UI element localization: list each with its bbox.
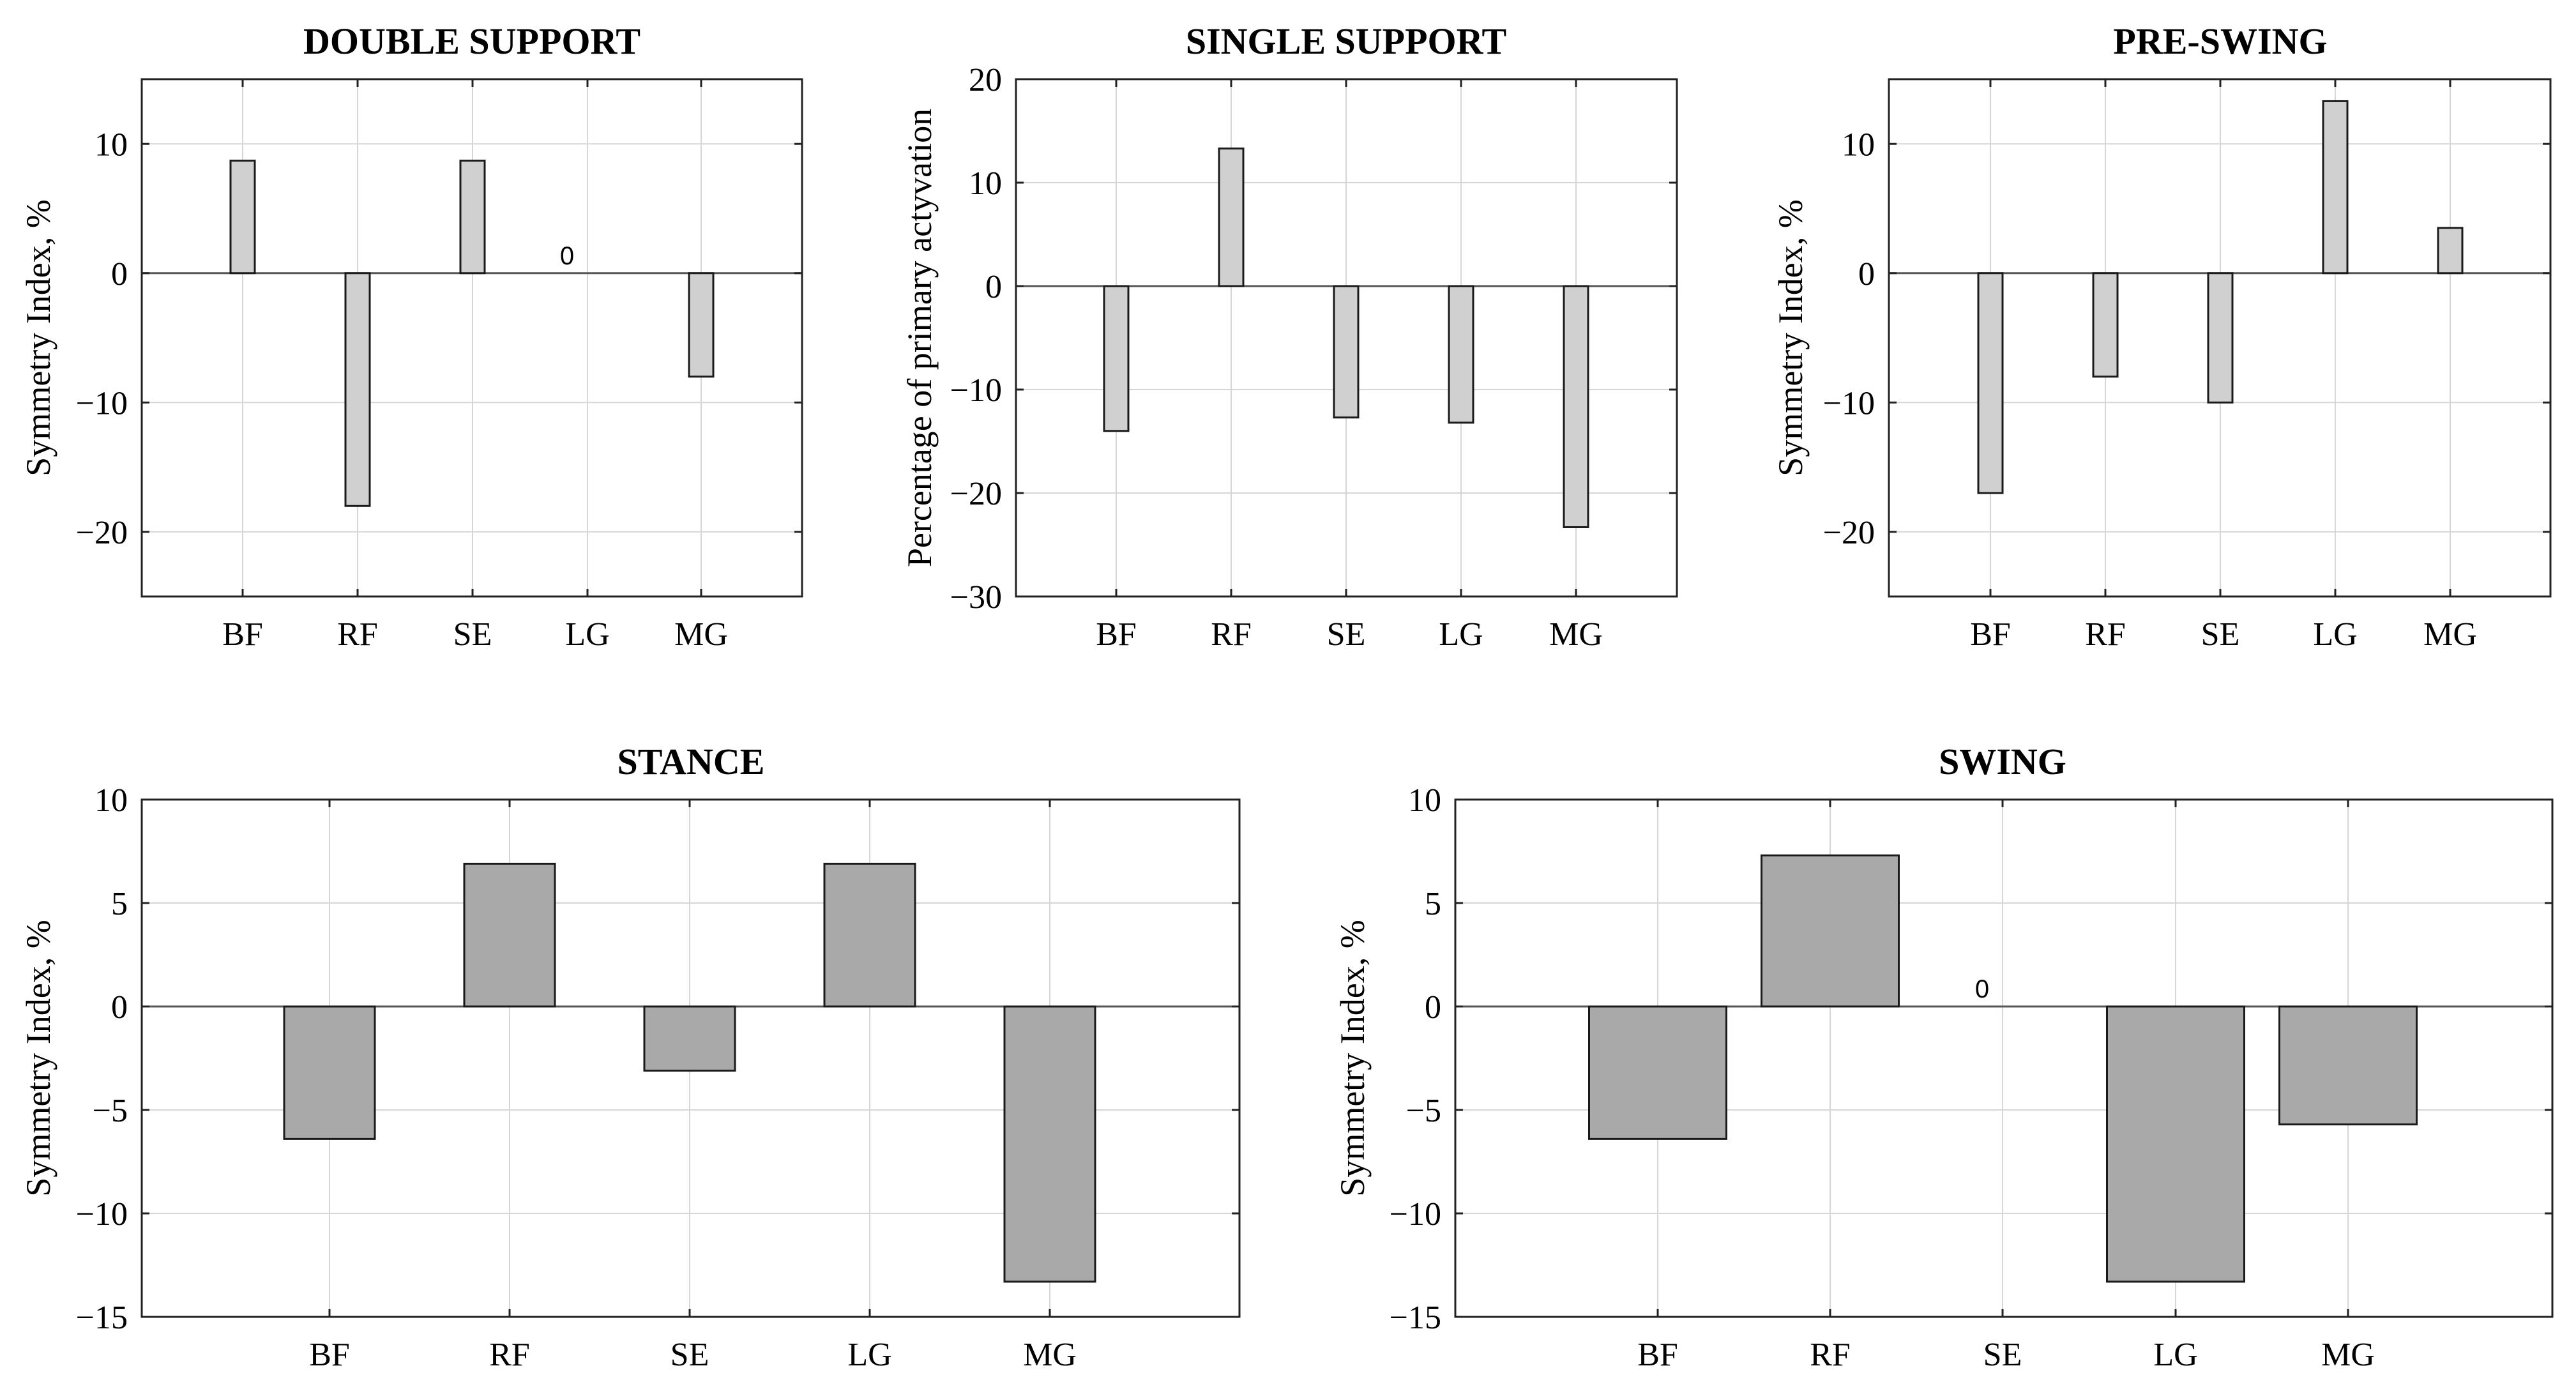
y-tick-label: −15 [1390, 1300, 1441, 1336]
y-tick-label: 10 [95, 126, 128, 163]
x-tick-label-mg: MG [2423, 616, 2477, 653]
bar-rf [1218, 148, 1245, 287]
x-tick-label-rf: RF [1810, 1337, 1851, 1373]
chart-swing: 10 5 0 −5 −10 −15 BF RF SE LG MG 0 SWING Symmetry Ind… [1333, 741, 2554, 1373]
data-label: 0 [1975, 975, 1989, 1003]
x-tick-label-se: SE [1327, 616, 1366, 653]
y-tick-label: 5 [111, 886, 128, 922]
y-axis-label: Symmetry Index, % [19, 920, 57, 1196]
bar-mg [2278, 1005, 2418, 1126]
bar-bf [1103, 285, 1130, 432]
y-tick-label: 5 [1425, 886, 1441, 922]
bar-se [643, 1005, 736, 1072]
bar-lg [1448, 285, 1474, 424]
y-tick-label: 10 [95, 782, 128, 819]
x-tick-label-bf: BF [1970, 616, 2011, 653]
y-tick-label: −5 [1406, 1093, 1441, 1129]
y-axis-label: Symmetry Index, % [1333, 920, 1372, 1196]
bar-mg [1563, 285, 1589, 528]
y-tick-label: −20 [950, 476, 1002, 512]
bar-rf [463, 862, 556, 1008]
y-tick-label: 0 [985, 269, 1002, 305]
bar-bf [283, 1005, 376, 1140]
data-label: 0 [560, 242, 574, 270]
y-tick-label: 10 [969, 165, 1002, 202]
bar-rf [1761, 854, 1900, 1008]
chart-title: STANCE [617, 741, 765, 782]
x-tick-label-mg: MG [1549, 616, 1603, 653]
y-tick-label: −20 [1823, 515, 1875, 551]
y-tick-label: −10 [1390, 1196, 1441, 1233]
y-tick-label: 10 [1842, 126, 1875, 163]
x-tick-label-lg: LG [2313, 616, 2357, 653]
bar-bf [1588, 1005, 1727, 1140]
bar-bf [1977, 272, 2004, 494]
x-tick-label-se: SE [1983, 1337, 2022, 1373]
y-tick-label: 0 [111, 256, 128, 292]
y-tick-label: −10 [950, 372, 1002, 409]
bar-rf [2092, 272, 2119, 378]
x-tick-label-se: SE [671, 1337, 709, 1373]
chart-pre-swing: 10 0 −10 −20 BF RF SE LG MG PRE-SWING Symmetry Ind… [1771, 20, 2552, 653]
y-tick-label: 0 [1858, 256, 1875, 292]
y-tick-label: −10 [76, 385, 128, 421]
chart-title: DOUBLE SUPPORT [303, 20, 640, 62]
y-axis-label: Symmetry Index, % [1771, 199, 1810, 476]
y-tick-label: −30 [950, 579, 1002, 616]
chart-single-support: 20 10 0 −10 −20 −30 BF RF SE LG MG SINGLE SUPPORT Pe… [900, 20, 1678, 653]
bar-lg [2106, 1005, 2245, 1283]
x-tick-label-lg: LG [2153, 1337, 2197, 1373]
x-tick-label-lg: LG [847, 1337, 891, 1373]
x-tick-label-mg: MG [674, 616, 728, 653]
bar-se [1333, 285, 1360, 419]
bar-bf [229, 160, 256, 275]
x-tick-label-lg: LG [1439, 616, 1483, 653]
bar-rf [344, 272, 371, 507]
y-tick-label: −20 [76, 515, 128, 551]
y-tick-label: −15 [76, 1300, 128, 1336]
bar-lg [823, 862, 916, 1008]
x-tick-label-se: SE [453, 616, 492, 653]
y-tick-label: 0 [111, 989, 128, 1026]
x-tick-label-rf: RF [1211, 616, 1252, 653]
x-tick-label-lg: LG [565, 616, 609, 653]
y-tick-label: −10 [1823, 385, 1875, 421]
chart-double-support: 10 0 −10 −20 BF RF SE LG MG 0 DOUBLE SUPPORT Symmet… [19, 20, 803, 653]
bar-se [2207, 272, 2234, 404]
x-tick-label-rf: RF [489, 1337, 530, 1373]
x-tick-label-rf: RF [2085, 616, 2126, 653]
y-axis-label: Symmetry Index, % [19, 199, 57, 476]
bar-lg [2322, 100, 2349, 275]
bar-mg [1003, 1005, 1096, 1283]
y-tick-label: 0 [1425, 989, 1441, 1026]
x-tick-label-rf: RF [337, 616, 378, 653]
chart-title: SINGLE SUPPORT [1186, 20, 1506, 62]
chart-title: SWING [1939, 741, 2066, 782]
x-tick-label-mg: MG [1023, 1337, 1077, 1373]
chart-stance: 10 5 0 −5 −10 −15 BF RF SE LG MG STANCE Symmetry Ind… [19, 741, 1241, 1373]
bar-mg [2437, 227, 2464, 275]
y-tick-label: −10 [76, 1196, 128, 1233]
y-axis-label: Percentage of primary actyvation [900, 109, 939, 567]
plot-frame [1454, 798, 2554, 1318]
x-tick-label-se: SE [2201, 616, 2240, 653]
chart-title: PRE-SWING [2113, 20, 2327, 62]
bar-mg [688, 272, 715, 378]
x-tick-label-bf: BF [222, 616, 263, 653]
y-tick-label: −5 [93, 1093, 128, 1129]
x-tick-label-bf: BF [309, 1337, 350, 1373]
x-tick-label-bf: BF [1096, 616, 1137, 653]
y-tick-label: 20 [969, 62, 1002, 98]
x-tick-label-bf: BF [1637, 1337, 1678, 1373]
x-tick-label-mg: MG [2321, 1337, 2375, 1373]
y-tick-label: 10 [1408, 782, 1441, 819]
bar-se [459, 160, 486, 275]
